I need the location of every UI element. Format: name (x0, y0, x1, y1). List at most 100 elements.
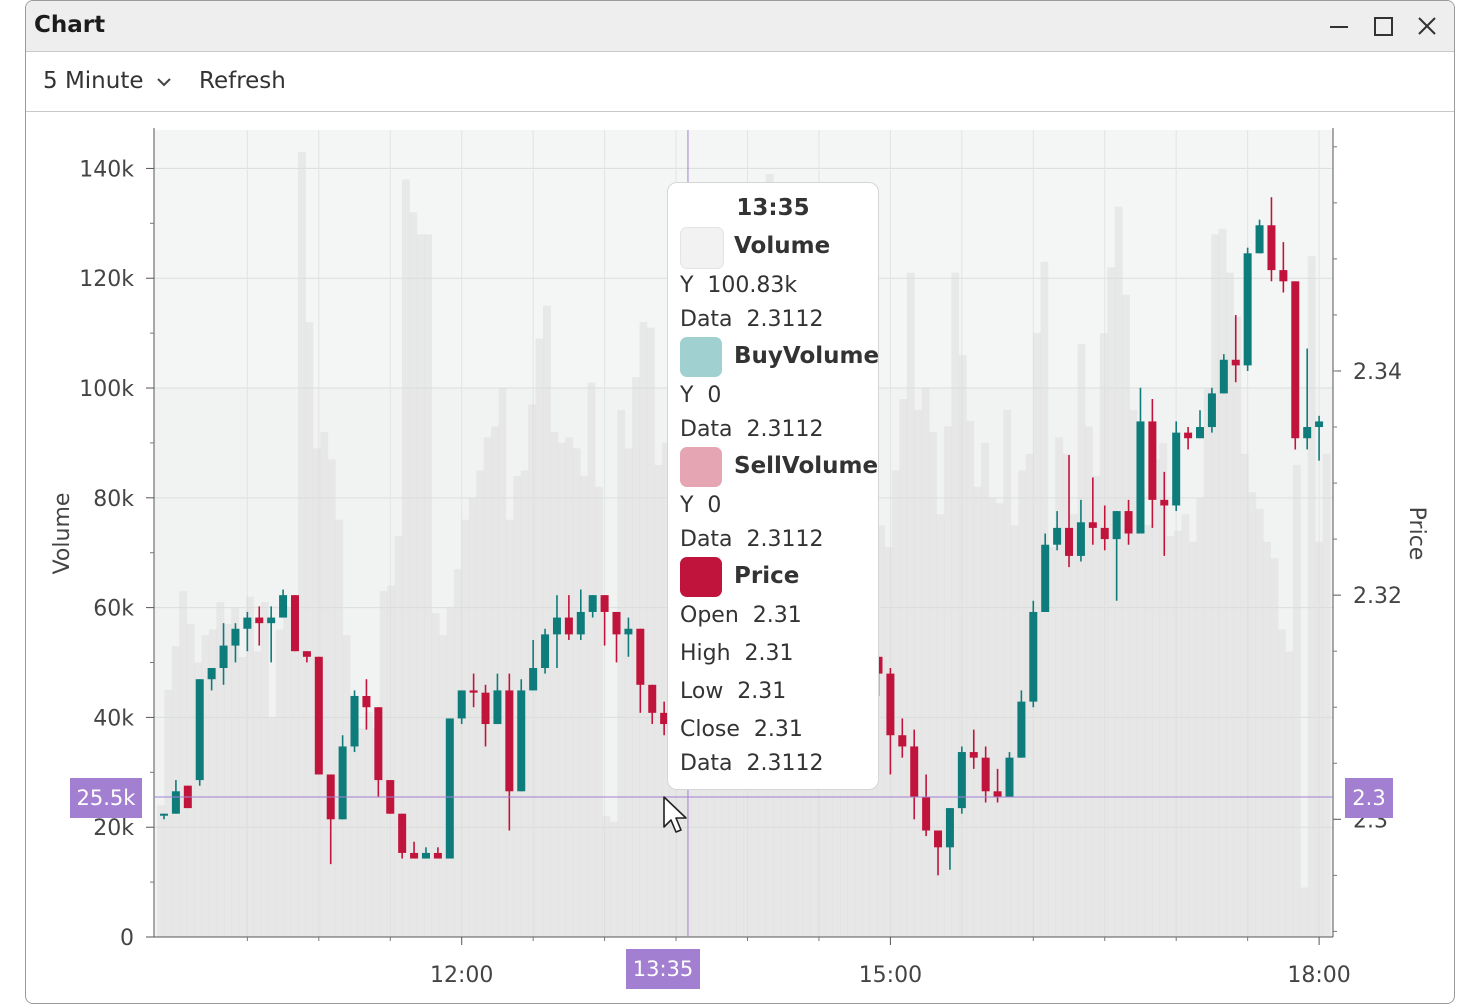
candle-body (1231, 359, 1240, 366)
candle-body (1148, 421, 1157, 500)
candle-body (588, 595, 597, 612)
volume-bar (186, 624, 195, 937)
candle (660, 701, 669, 736)
volume-bar (572, 448, 581, 937)
candle-body (171, 791, 180, 814)
candle-body (219, 645, 228, 668)
candle (1315, 415, 1324, 461)
volume-bar (1055, 437, 1064, 937)
candle-body (1172, 432, 1181, 506)
close-button[interactable] (1412, 11, 1442, 41)
x-tick-label: 15:00 (859, 963, 922, 988)
candle-body (922, 796, 931, 831)
volume-bar (260, 602, 269, 937)
tooltip: 13:35 Volume Y 100.83k Data 2.3112 BuyVo… (667, 182, 879, 790)
sellvolume-swatch (680, 447, 722, 487)
volume-bar (461, 519, 470, 937)
volume-bar (439, 635, 447, 937)
candle (219, 623, 228, 685)
volume-bar (891, 470, 900, 937)
volume-bar (1307, 256, 1316, 937)
right-tick-label: 2.32 (1353, 584, 1402, 609)
volume-bar (557, 442, 566, 937)
volume-bar (906, 272, 915, 937)
candle-body (517, 690, 526, 792)
volume-bar (973, 486, 982, 937)
candle-body (1243, 253, 1252, 366)
candle (207, 668, 216, 691)
volume-bar (1151, 459, 1160, 937)
tooltip-time: 13:35 (736, 195, 810, 221)
volume-bar (1047, 547, 1056, 937)
candle (362, 679, 371, 730)
volume-bar (320, 431, 329, 937)
candle-body (934, 830, 943, 848)
price-axis-title: Price (1404, 507, 1429, 561)
tooltip-volume-data: Data 2.3112 (680, 307, 824, 332)
volume-bar (268, 717, 277, 937)
candle-body (338, 746, 347, 820)
tooltip-high: High 2.31 (680, 641, 794, 666)
volume-bar (1233, 316, 1242, 937)
chevron-down-icon[interactable] (154, 72, 174, 92)
volume-bar (936, 514, 945, 937)
candle (410, 841, 419, 859)
volume-bar (1322, 453, 1331, 937)
volume-bar (253, 651, 262, 937)
candle-body (1291, 281, 1300, 439)
candle (969, 729, 978, 769)
volume-bar (654, 464, 663, 937)
crosshair-volume-badge: 25.5k (70, 778, 142, 818)
candle (1112, 511, 1121, 601)
chart-area[interactable]: 0 20k 40k 60k 80k 100k 120k 140k 2.3 2.32 2.34 12:0… (26, 112, 1454, 1003)
volume-bar (1136, 486, 1145, 937)
maximize-button[interactable] (1368, 11, 1398, 41)
candle-body (624, 628, 633, 635)
tooltip-sell-name: SellVolume (734, 453, 879, 479)
interval-dropdown[interactable]: 5 Minute (43, 68, 144, 94)
candle (576, 589, 585, 640)
candle (588, 595, 597, 618)
volume-bar (943, 426, 952, 937)
candle-body (290, 595, 299, 652)
candle-body (493, 690, 502, 725)
minimize-button[interactable] (1324, 11, 1354, 41)
volume-bar (409, 212, 418, 938)
chart-window: Chart 5 Minute Refresh 0 20k 40k 60k 80k 100k… (25, 0, 1455, 1004)
candle (1279, 242, 1288, 293)
volume-bar (595, 486, 603, 937)
candle (981, 746, 990, 803)
candle-body (195, 679, 204, 781)
candle-body (636, 628, 645, 685)
volume-bar (914, 409, 923, 937)
left-tick-label: 140k (79, 157, 134, 182)
volume-bar (1263, 541, 1272, 937)
volume-bar (379, 591, 388, 937)
candle-body (1219, 359, 1228, 394)
candle (350, 690, 359, 753)
candle-body (648, 684, 657, 713)
crosshair-price-badge: 2.3 (1345, 778, 1393, 818)
candle-body (1112, 511, 1121, 540)
volume-bar (424, 234, 433, 937)
volume-bar (929, 431, 937, 937)
candle (1017, 690, 1026, 758)
tooltip-buy-y: Y 0 (680, 383, 722, 408)
volume-bar (498, 388, 507, 938)
candle (922, 774, 931, 837)
candle-body (576, 611, 585, 635)
candle (648, 684, 657, 725)
candle (1160, 471, 1169, 556)
volume-bar (1292, 464, 1301, 937)
candle (1303, 348, 1312, 450)
volume-bar (1300, 887, 1309, 937)
candle (600, 595, 609, 646)
candle-body (457, 690, 466, 719)
candle (1172, 421, 1181, 512)
volume-bar (587, 382, 596, 937)
volume-bar (298, 151, 306, 938)
left-tick-label: 100k (79, 377, 134, 402)
refresh-button[interactable]: Refresh (199, 68, 286, 94)
candle-body (886, 673, 895, 736)
volume-bar (535, 338, 544, 937)
